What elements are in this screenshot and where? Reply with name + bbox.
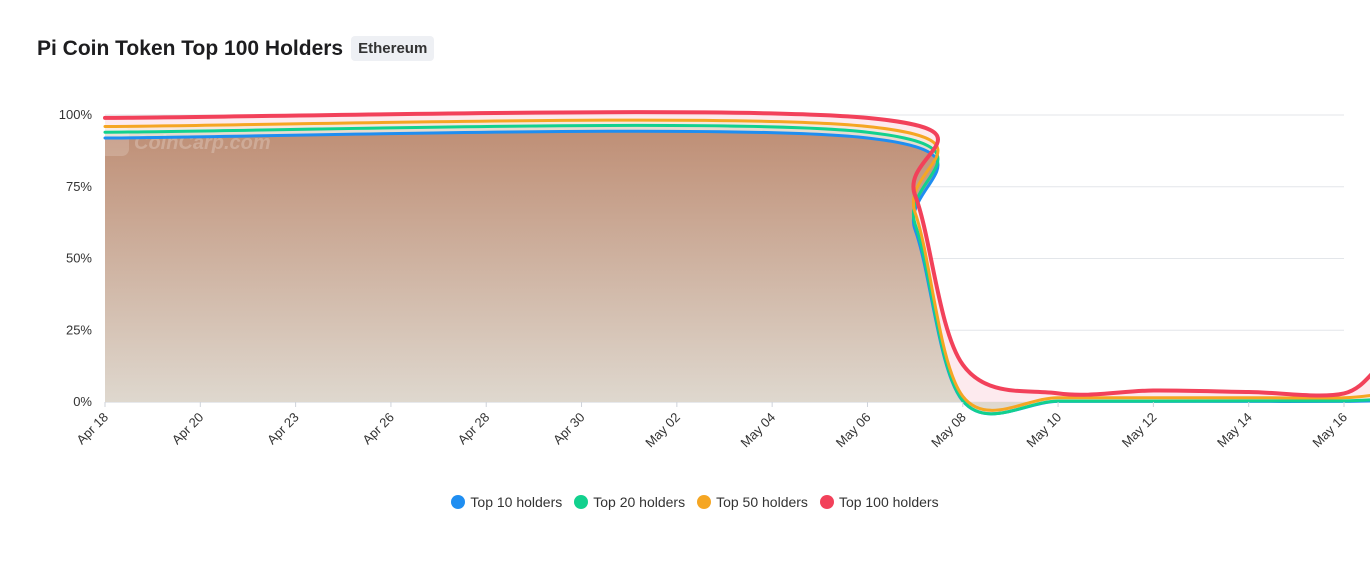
network-badge: Ethereum — [351, 36, 435, 61]
x-tick-label: May 04 — [738, 410, 779, 451]
x-axis: Apr 18 Apr 20 Apr 23 Apr 26 Apr 28 Apr 30 May … — [73, 402, 1350, 450]
chart-header: Pi Coin Token Top 100 Holders Ethereum — [37, 36, 435, 61]
x-tick-label: Apr 20 — [169, 410, 207, 448]
legend-dot-icon — [574, 495, 589, 509]
y-tick-label: 25% — [66, 322, 92, 337]
line-layer — [103, 110, 1370, 416]
y-tick-label: 50% — [66, 251, 92, 266]
legend-item-top-20-holders[interactable]: Top 20 holders — [574, 494, 685, 510]
x-tick-label: May 16 — [1309, 410, 1350, 451]
area-layer — [105, 112, 1370, 414]
series-line-top-100-holders — [103, 110, 1370, 398]
legend-dot-icon — [451, 495, 466, 509]
watermark-logo-icon — [99, 126, 129, 156]
y-axis: 0% 25% 50% 75% 100% — [59, 107, 93, 409]
legend-dot-icon — [819, 495, 834, 509]
legend-item-top-50-holders[interactable]: Top 50 holders — [697, 494, 808, 510]
legend-label: Top 20 holders — [593, 494, 686, 510]
x-tick-label: May 02 — [642, 410, 683, 451]
y-tick-label: 100% — [59, 107, 93, 122]
legend-item-top-10-holders[interactable]: Top 10 holders — [451, 494, 562, 510]
series-line-top-50-holders — [103, 118, 1370, 412]
legend-item-top-100-holders[interactable]: Top 100 holders — [819, 494, 939, 510]
legend-label: Top 10 holders — [470, 494, 563, 510]
x-tick-label: Apr 30 — [550, 410, 588, 448]
legend: Top 10 holders Top 20 holders Top 50 holde… — [0, 494, 1370, 510]
x-tick-label: Apr 28 — [455, 410, 493, 448]
x-tick-label: May 06 — [833, 410, 874, 451]
y-tick-label: 0% — [73, 394, 92, 409]
x-tick-label: May 08 — [928, 410, 969, 451]
x-tick-label: Apr 26 — [359, 410, 397, 448]
y-tick-label: 75% — [66, 179, 92, 194]
series-line-top-20-holders — [103, 123, 1370, 416]
holders-chart: CoinCarp.com 0%25%50%75%100% Apr 18 Apr 2… — [59, 107, 1370, 450]
x-tick-label: Apr 18 — [73, 410, 111, 448]
x-tick-label: May 10 — [1023, 410, 1064, 451]
legend-dot-icon — [697, 495, 712, 509]
x-tick-label: May 12 — [1119, 410, 1160, 451]
x-tick-label: May 14 — [1214, 410, 1255, 451]
x-tick-label: Apr 23 — [264, 410, 302, 448]
page-title: Pi Coin Token Top 100 Holders — [37, 36, 344, 60]
legend-label: Top 100 holders — [838, 494, 939, 510]
legend-label: Top 50 holders — [716, 494, 808, 510]
area-body — [105, 131, 1370, 414]
